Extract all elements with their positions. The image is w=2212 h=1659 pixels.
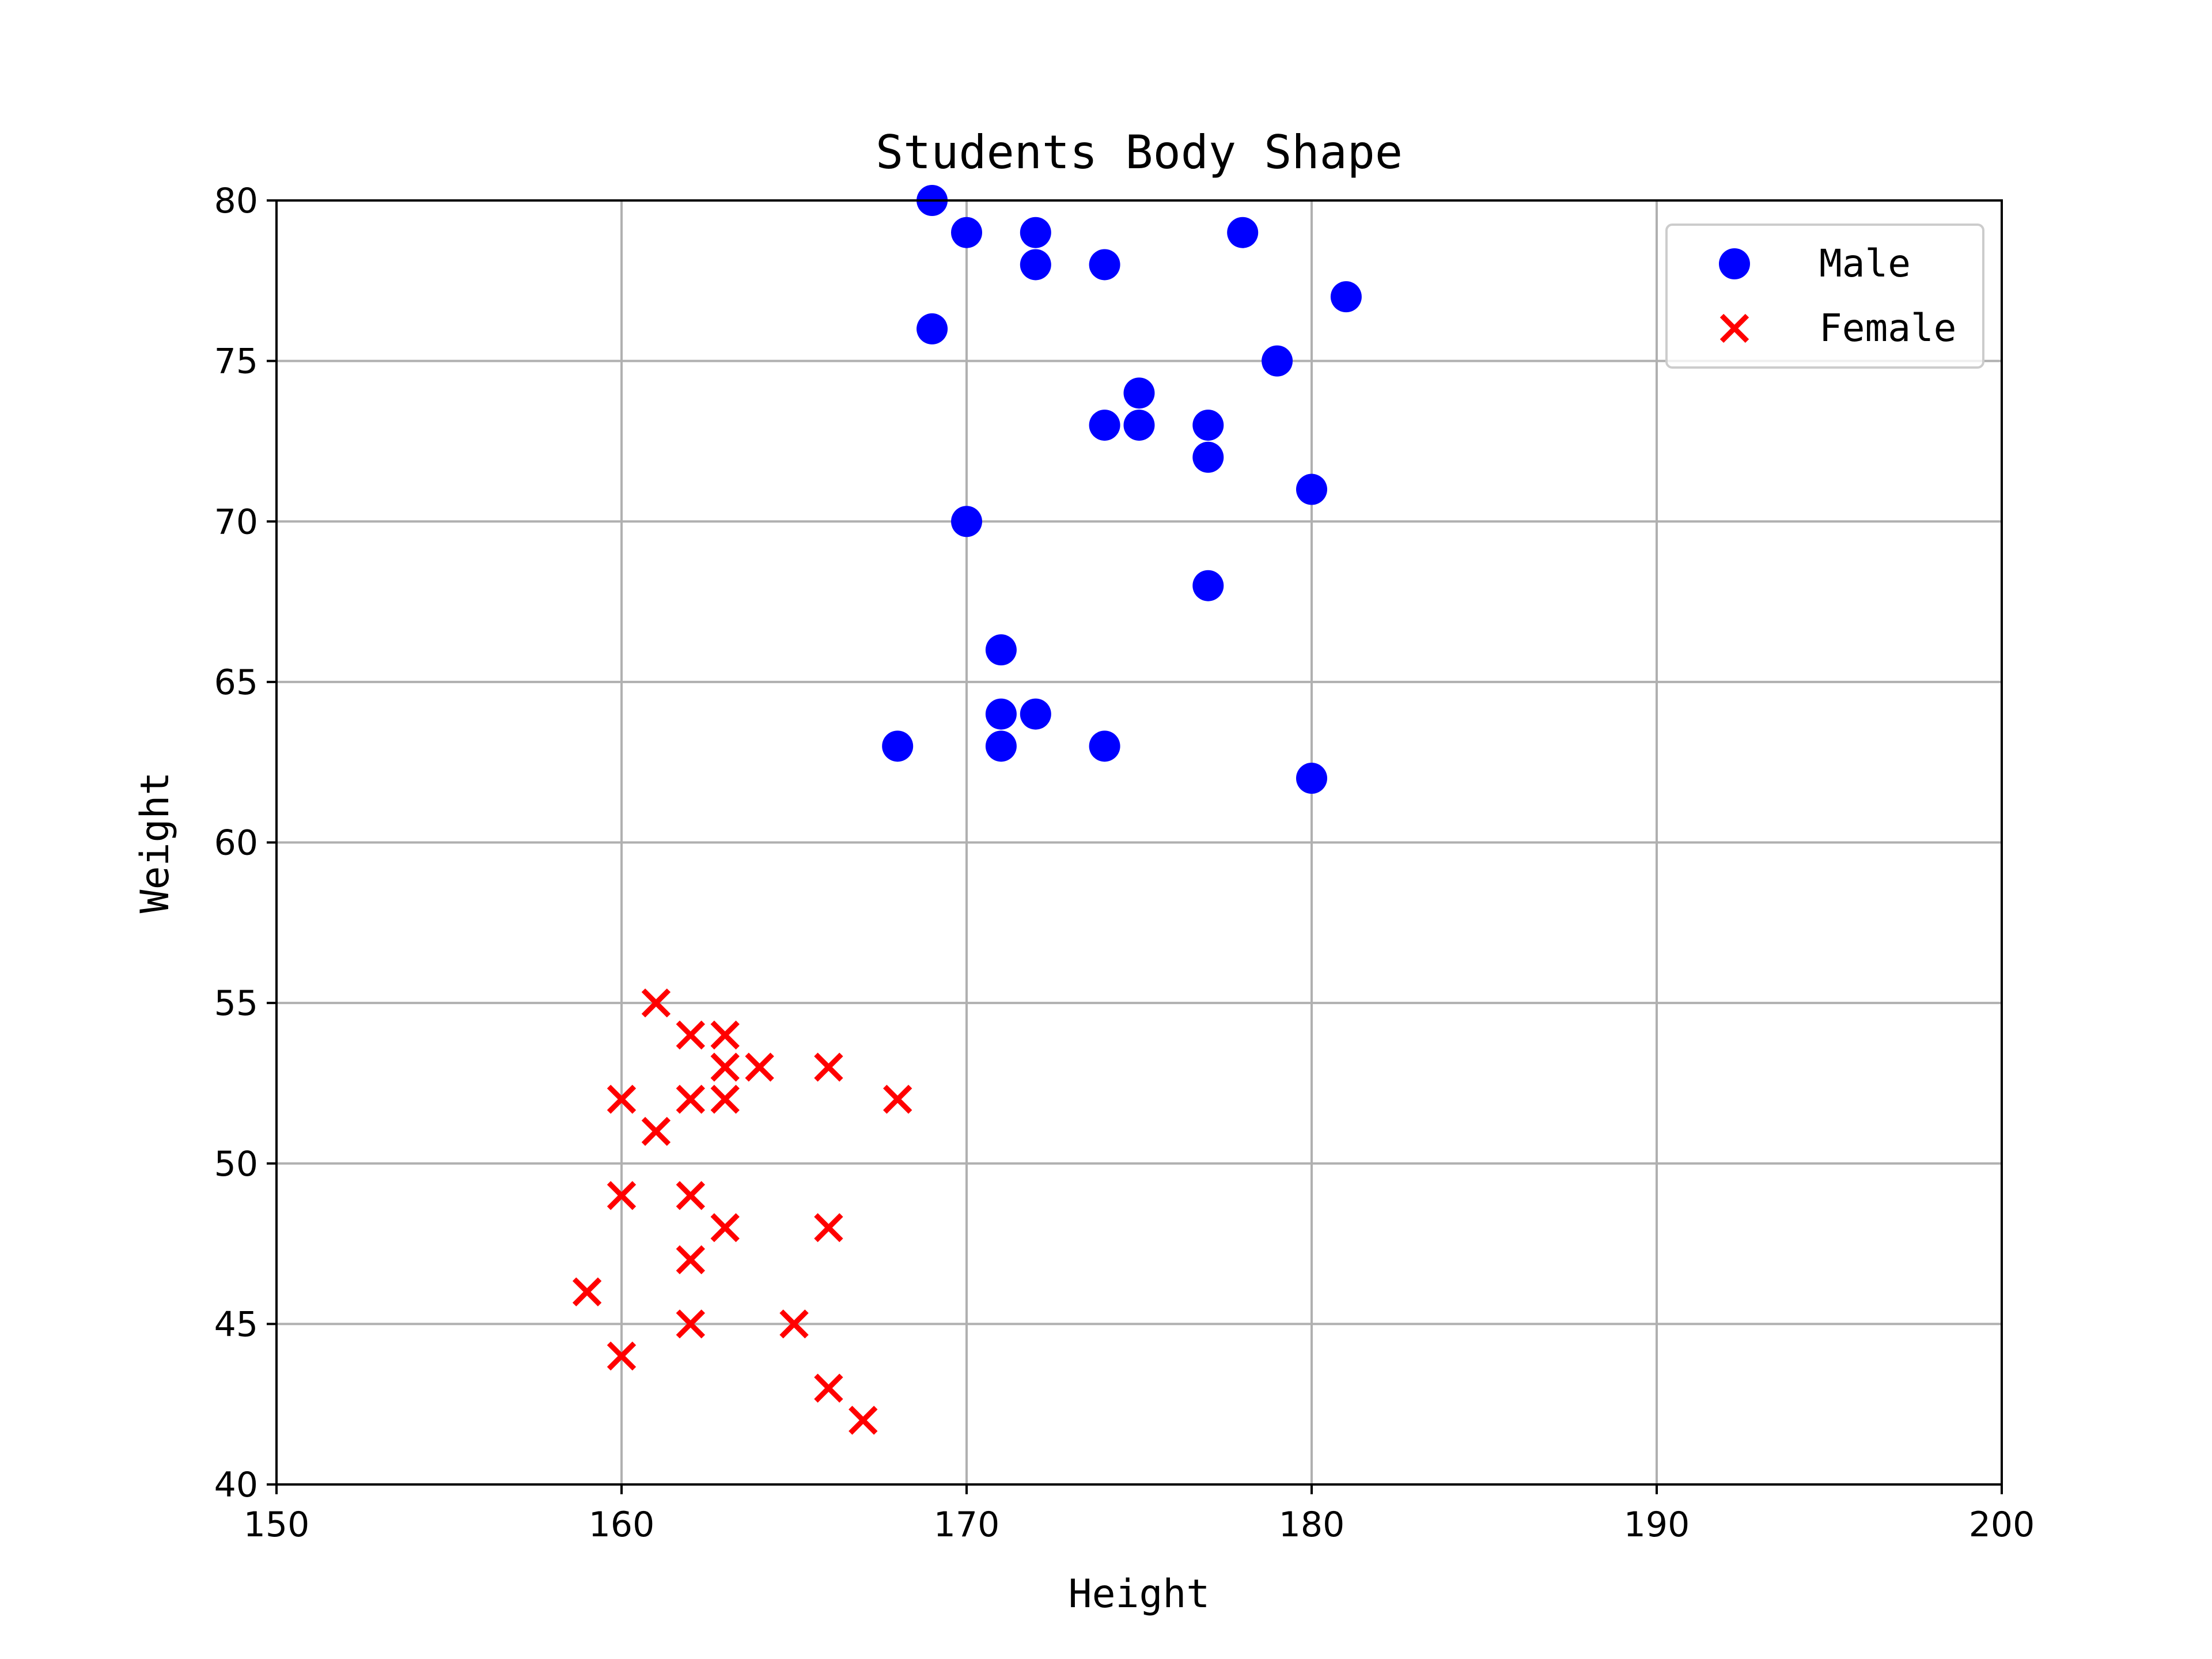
x-tick-label: 190 [1624,1505,1690,1545]
female-data-point [676,1020,705,1050]
x-marker-stroke [745,1052,774,1082]
male-data-point [1089,730,1120,762]
data-points [572,185,1362,1435]
x-marker-stroke [779,1309,809,1339]
y-tick-label: 45 [214,1304,258,1344]
male-data-point [951,506,982,537]
x-tick-label: 170 [934,1505,1000,1545]
male-data-point [1227,217,1259,248]
y-tick-label: 65 [214,662,258,703]
female-data-point [676,1085,705,1114]
x-marker-stroke [1719,313,1749,343]
y-axis-title: Weight [132,772,178,914]
x-marker-stroke [814,1052,843,1082]
male-data-point [985,698,1017,730]
male-data-point [916,313,948,344]
female-data-point [676,1245,705,1275]
female-data-point [814,1373,843,1403]
male-data-point [1123,410,1155,441]
x-tick-label: 160 [589,1505,655,1545]
x-marker-stroke [607,1085,637,1114]
male-data-point [882,730,914,762]
x-marker-stroke [572,1277,602,1306]
female-data-point [641,988,671,1018]
axis-ticks: 150 160 170 180 190 200 40 45 50 55 60 65 70 75 80 [214,181,2035,1545]
male-data-point [1020,217,1051,248]
legend-item: Male [1719,241,1911,286]
x-marker-stroke [641,988,671,1018]
x-marker-stroke [607,1181,637,1210]
x-marker-stroke [814,1373,843,1403]
female-data-point [607,1341,637,1371]
male-data-point [1296,763,1327,794]
male-data-point [951,217,982,248]
y-tick-label: 50 [214,1144,258,1184]
x-marker-stroke [710,1052,740,1082]
x-marker-stroke [710,1085,740,1114]
y-tick-label: 70 [214,502,258,542]
male-data-point [1262,345,1293,377]
female-data-point [745,1052,774,1082]
male-data-point [1089,249,1120,281]
legend: Male Female [1665,224,1984,369]
legend-marker [1719,248,1750,279]
y-tick-label: 80 [214,181,258,221]
chart-title: Students Body Shape [876,126,1403,179]
female-data-point [710,1085,740,1114]
x-marker-stroke [676,1245,705,1275]
female-data-point [710,1213,740,1243]
male-data-point [1192,441,1224,473]
female-data-point [814,1052,843,1082]
x-tick-label: 150 [244,1505,310,1545]
female-data-point [779,1309,809,1339]
legend-label: Female [1819,306,1956,350]
male-data-point [1296,474,1327,505]
x-marker-stroke [849,1406,878,1435]
x-marker-stroke [676,1181,705,1210]
x-marker-stroke [676,1020,705,1050]
male-data-point [1020,698,1051,730]
male-data-point [1192,570,1224,601]
male-data-point [1020,249,1051,281]
male-data-point [1330,281,1362,313]
x-tick-label: 200 [1969,1505,2035,1545]
x-marker-stroke [883,1085,912,1114]
male-data-point [985,730,1017,762]
female-data-point [883,1085,912,1114]
y-tick-label: 60 [214,823,258,863]
x-marker-stroke [710,1213,740,1243]
y-tick-label: 75 [214,342,258,382]
female-data-point [676,1309,705,1339]
female-data-point [849,1406,878,1435]
x-marker-stroke [814,1213,843,1243]
x-axis-title: Height [1069,1571,1210,1617]
x-marker-stroke [710,1020,740,1050]
x-marker-stroke [676,1309,705,1339]
female-data-point [710,1020,740,1050]
y-tick-label: 40 [214,1465,258,1505]
x-tick-label: 180 [1279,1505,1345,1545]
female-data-point [572,1277,602,1306]
male-data-point [1192,410,1224,441]
legend-label: Male [1819,241,1911,286]
male-data-point [1089,410,1120,441]
female-data-point [710,1052,740,1082]
female-data-point [607,1085,637,1114]
legend-marker [1719,313,1749,343]
male-data-point [1123,377,1155,409]
female-data-point [607,1181,637,1210]
x-marker-stroke [676,1085,705,1114]
legend-item: Female [1719,306,1956,350]
female-data-point [641,1116,671,1146]
x-marker-stroke [607,1341,637,1371]
male-data-point [985,634,1017,666]
female-data-point [814,1213,843,1243]
female-data-point [676,1181,705,1210]
y-tick-label: 55 [214,983,258,1024]
x-marker-stroke [641,1116,671,1146]
